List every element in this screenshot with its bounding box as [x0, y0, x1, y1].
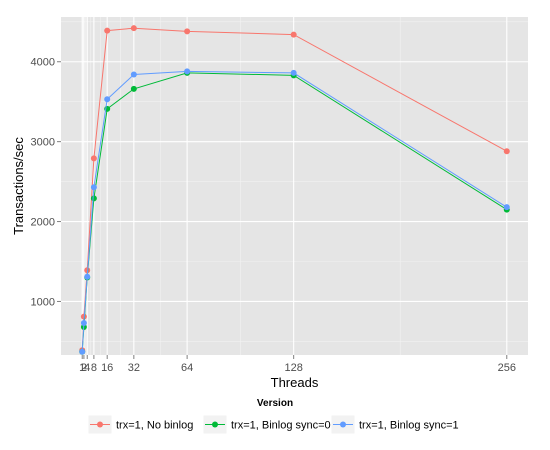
- x-tick-label: 64: [181, 362, 193, 374]
- data-point: [104, 27, 111, 34]
- x-tick-label: 4: [84, 362, 90, 374]
- x-tick-label: 1: [79, 362, 85, 374]
- data-point: [184, 28, 191, 35]
- series-group: [79, 68, 510, 355]
- data-point: [184, 68, 191, 75]
- major-gridlines: [61, 17, 528, 355]
- x-axis: 124 8 16 32 64 128 256: [79, 355, 516, 374]
- data-point: [130, 25, 137, 32]
- y-tick-label: 2000: [31, 217, 55, 229]
- data-point: [290, 69, 297, 76]
- data-point: [104, 96, 111, 103]
- data-point: [503, 148, 510, 155]
- legend-item: trx=1, No binlog: [87, 414, 193, 435]
- data-point: [80, 320, 87, 327]
- plot-panel: [61, 17, 528, 355]
- data-point: [130, 71, 137, 78]
- data-point: [290, 31, 297, 38]
- x-tick-label: 256: [498, 362, 516, 374]
- x-tick-label: 128: [284, 362, 302, 374]
- data-point: [79, 348, 86, 355]
- data-point: [90, 155, 97, 162]
- legend-title: Version: [257, 398, 293, 409]
- x-tick-label: 8: [91, 362, 97, 374]
- data-point: [90, 195, 97, 202]
- x-tick-label: 16: [101, 362, 113, 374]
- legend-label: trx=1, Binlog sync=0: [231, 420, 331, 432]
- x-axis-title: Threads: [271, 375, 319, 390]
- legend: Version trx=1, No binlog trx=1, Binlog sy…: [87, 398, 459, 435]
- data-point: [84, 273, 91, 280]
- data-point: [130, 85, 137, 92]
- legend-key-point: [212, 421, 218, 428]
- x-tick-label: 32: [128, 362, 140, 374]
- legend-key-point: [97, 421, 103, 428]
- data-point: [90, 184, 97, 191]
- y-tick-label: 3000: [31, 137, 55, 149]
- legend-item: trx=1, Binlog sync=0: [202, 414, 331, 435]
- legend-item: trx=1, Binlog sync=1: [330, 414, 459, 435]
- legend-items: trx=1, No binlog trx=1, Binlog sync=0 trx=…: [87, 414, 459, 435]
- y-tick-label: 4000: [31, 57, 55, 69]
- legend-label: trx=1, Binlog sync=1: [359, 420, 459, 432]
- y-axis-title: Transactions/sec: [11, 137, 26, 235]
- data-point: [503, 204, 510, 211]
- x-tick-label: 2: [81, 362, 87, 374]
- y-tick-label: 1000: [31, 296, 55, 308]
- series-layer: [79, 25, 510, 355]
- legend-label: trx=1, No binlog: [116, 420, 193, 432]
- y-axis: 1000 2000 3000 4000: [31, 57, 61, 308]
- legend-key-point: [340, 421, 346, 428]
